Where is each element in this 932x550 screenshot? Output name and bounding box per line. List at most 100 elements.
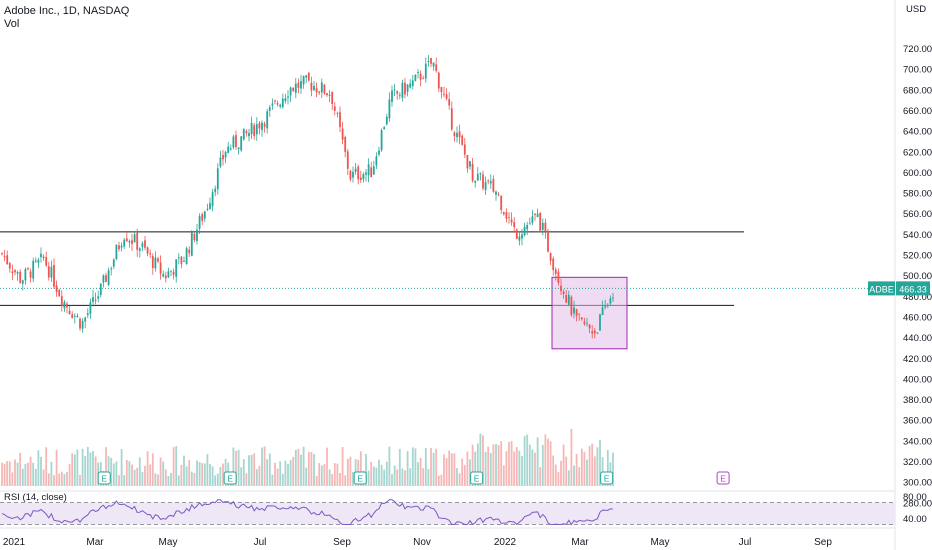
candle-body [232,136,235,148]
price-axis-tick: 580.00 [903,189,932,200]
volume-bar [471,444,474,486]
candle-body [430,57,432,64]
volume-bar [146,451,149,486]
volume-bar [157,474,159,486]
candle-body [258,123,261,129]
candle-body [6,255,9,265]
candle-body [45,257,48,266]
volume-bar [409,468,412,486]
volume-bar [300,454,302,486]
candle-body [333,106,336,111]
candle-body [289,87,292,96]
time-axis-tick: Sep [814,537,832,548]
candle-body [105,275,107,283]
candle-body [222,155,224,160]
volume-bar [526,434,529,486]
candle-body [326,93,328,96]
volume-bar [352,471,354,486]
volume-bar [419,457,422,486]
volume-bar [482,435,484,486]
candle-body [281,98,284,108]
volume-bar [562,444,565,486]
candle-body [32,260,35,279]
volume-bar [575,453,578,486]
volume-bar [276,468,279,486]
volume-bar [84,456,87,486]
candle-body [73,315,76,317]
volume-bar [128,461,131,486]
earnings-marker [600,471,614,485]
candle-body [422,78,425,80]
volume-bar [567,470,570,486]
volume-bar [34,468,37,486]
volume-bar [573,465,575,486]
candle-body [14,270,16,273]
candle-body [172,271,175,275]
candle-body [526,225,529,230]
volume-bar [24,463,27,486]
volume-bar [167,475,170,486]
volume-bar [492,444,495,486]
volume-bar [190,471,193,486]
volume-bar [458,473,461,486]
volume-bar [253,453,256,486]
volume-bar [235,450,237,486]
volume-bar [136,467,139,486]
candle-body [357,166,360,180]
volume-bar [14,459,16,486]
candle-body [188,249,191,254]
volume-bar [588,445,591,486]
volume-bar [513,451,516,486]
volume-bar [188,460,191,486]
candle-body [565,295,568,303]
candle-body [177,257,180,259]
volume-bar [196,460,198,486]
candle-body [352,171,354,178]
volume-bar [435,448,438,486]
candle-body [154,257,157,269]
volume-bar [6,461,9,486]
candle-body [409,83,412,88]
candle-body [523,226,526,236]
volume-bar [297,448,300,486]
candle-body [19,271,22,283]
candle-body [206,208,209,210]
volume-bar [180,464,183,486]
candle-body [27,268,29,270]
price-axis-tick: 640.00 [903,127,932,138]
price-axis-tick: 680.00 [903,85,932,96]
candle-body [495,191,497,195]
candle-body [380,130,383,151]
candle-body [427,61,430,63]
volume-bar [170,473,172,486]
price-axis-tick: 320.00 [903,457,932,468]
candle-body [11,271,14,274]
candle-body [297,82,300,88]
volume-bar [523,436,526,486]
candle-body [435,64,438,71]
price-axis-tick: 380.00 [903,395,932,406]
candle-body [531,216,534,224]
volume-bar [159,457,162,486]
price-axis-tick: 400.00 [903,374,932,385]
candle-body [34,260,37,262]
candle-body [185,248,188,264]
volume-bar [341,446,344,486]
volume-bar [510,440,513,486]
candle-body [274,100,276,102]
volume-bar [432,452,435,486]
volume-bar [258,465,261,486]
volume-bar [86,446,89,486]
volume-bar [245,473,248,486]
candle-body [339,112,341,128]
time-axis-tick: Jul [739,537,752,548]
volume-bar [383,469,386,486]
candle-body [131,240,133,244]
volume-bar [531,449,534,486]
candle-body [86,313,89,315]
volume-bar [443,454,445,486]
candle-body [237,147,240,150]
candle-body [50,266,53,278]
volume-bar [424,447,427,486]
